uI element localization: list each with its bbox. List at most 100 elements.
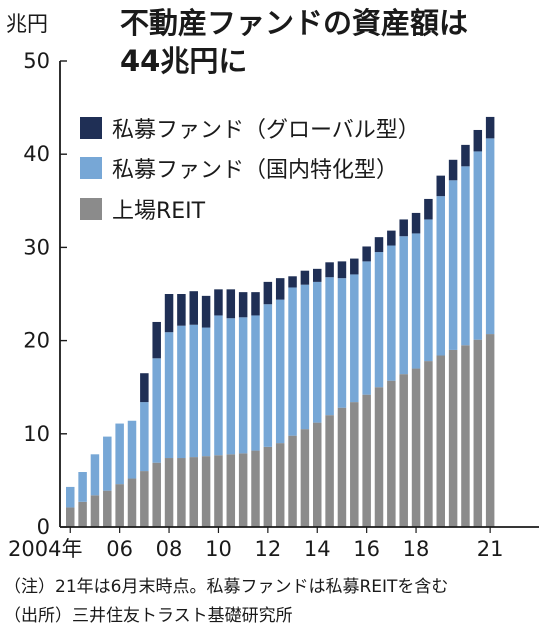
bar-2019H1-listed-reit xyxy=(436,355,445,527)
bar-2010H2-private-domestic xyxy=(226,318,236,455)
bar-2014H2-listed-reit xyxy=(325,415,334,527)
chart-title-line-2: 44兆円に xyxy=(120,44,247,78)
bar-2007H2-private-global xyxy=(152,321,161,359)
bar-2006H1-listed-reit xyxy=(115,484,124,527)
bar-2013H2-private-global xyxy=(300,270,310,285)
bar-2012H1-private-global xyxy=(263,281,273,305)
bar-2008H2-private-global xyxy=(177,294,186,326)
bar-2016H2-listed-reit xyxy=(374,387,384,527)
footnote-source: （出所）三井住友トラスト基礎研究所 xyxy=(4,606,293,626)
x-tick-label: 21 xyxy=(477,537,504,561)
legend-label: 上場REIT xyxy=(112,199,206,224)
bar-2013H2-private-domestic xyxy=(300,284,310,430)
bar-2015H1-listed-reit xyxy=(337,407,347,527)
x-tick-label: 08 xyxy=(156,537,183,561)
bar-2012H2-private-domestic xyxy=(275,299,285,444)
bar-2007H2-private-domestic xyxy=(152,358,161,463)
bar-2020H2-private-domestic xyxy=(473,151,483,340)
x-tick-label: 2004年 xyxy=(8,537,82,561)
bar-2008H1-private-domestic xyxy=(164,332,174,459)
bar-2018H2-private-global xyxy=(424,198,433,220)
x-tick-label: 10 xyxy=(205,537,232,561)
bar-2009H1-listed-reit xyxy=(189,457,198,527)
bar-2015H1-private-domestic xyxy=(337,278,347,408)
bar-2019H1-private-domestic xyxy=(436,196,445,356)
bar-2014H1-listed-reit xyxy=(313,422,322,527)
legend-swatch xyxy=(80,157,102,179)
bar-2010H1-private-global xyxy=(214,289,223,316)
bar-2013H1-listed-reit xyxy=(288,435,297,527)
y-tick-label: 10 xyxy=(23,422,50,446)
bar-2016H1-private-global xyxy=(362,246,371,262)
bar-2012H1-listed-reit xyxy=(263,446,273,527)
y-tick-label: 40 xyxy=(23,142,50,166)
bar-2011H1-private-global xyxy=(238,292,248,318)
bar-2013H1-private-domestic xyxy=(288,287,297,436)
bar-2012H2-private-global xyxy=(275,278,285,300)
bar-2016H1-private-domestic xyxy=(362,261,371,395)
bar-2015H2-private-global xyxy=(350,258,359,275)
bar-2005H1-private-domestic xyxy=(90,454,100,496)
bar-2021H1-private-domestic xyxy=(485,138,495,335)
y-tick-label: 50 xyxy=(23,49,50,73)
bar-2019H2-private-global xyxy=(448,159,458,181)
bar-2008H1-private-global xyxy=(164,294,174,333)
bar-2009H2-listed-reit xyxy=(201,456,211,527)
x-tick-label: 12 xyxy=(254,537,281,561)
bar-2007H1-listed-reit xyxy=(140,471,149,527)
bar-2008H1-listed-reit xyxy=(164,458,174,527)
x-tick-label: 06 xyxy=(106,537,133,561)
legend-swatch xyxy=(80,198,102,220)
bar-2014H2-private-domestic xyxy=(325,277,334,416)
x-tick-label: 14 xyxy=(304,537,331,561)
bar-2008H2-listed-reit xyxy=(177,458,186,527)
bar-2006H1-private-domestic xyxy=(115,423,124,485)
legend-label: 私募ファンド（国内特化型） xyxy=(112,158,398,183)
chart-title-line-1: 不動産ファンドの資産額は xyxy=(120,6,468,40)
bar-2020H2-listed-reit xyxy=(473,339,483,527)
bar-2015H1-private-global xyxy=(337,261,347,279)
bar-2021H1-listed-reit xyxy=(485,334,495,527)
bar-2009H1-private-global xyxy=(189,291,198,325)
bar-2011H1-listed-reit xyxy=(238,453,248,527)
bar-2017H2-private-domestic xyxy=(399,236,408,375)
bar-2019H2-private-domestic xyxy=(448,180,458,350)
footnote-note: （注）21年は6月末時点。私募ファンドは私募REITを含む xyxy=(4,577,448,597)
bar-2004H1-private-domestic xyxy=(66,486,75,508)
bar-2018H2-listed-reit xyxy=(424,361,433,527)
x-tick-label: 18 xyxy=(403,537,430,561)
bar-2020H1-private-domestic xyxy=(461,166,470,346)
bar-2007H2-listed-reit xyxy=(152,462,161,527)
bar-2016H2-private-domestic xyxy=(374,252,384,388)
bar-2017H1-private-domestic xyxy=(387,245,396,381)
bar-2011H2-private-domestic xyxy=(251,315,260,451)
bar-2017H2-listed-reit xyxy=(399,374,408,527)
bar-2005H2-listed-reit xyxy=(103,490,112,527)
bar-2011H2-private-global xyxy=(251,292,260,316)
y-tick-label: 0 xyxy=(37,515,50,539)
bar-2007H1-private-domestic xyxy=(140,402,149,472)
bar-2005H1-listed-reit xyxy=(90,495,100,527)
bar-2012H1-private-domestic xyxy=(263,304,273,447)
bar-2020H1-private-global xyxy=(461,144,470,167)
bar-2014H2-private-global xyxy=(325,262,334,278)
bar-2010H1-private-domestic xyxy=(214,315,223,456)
bar-2017H1-private-global xyxy=(387,230,396,246)
bar-2013H2-listed-reit xyxy=(300,429,310,527)
bar-2018H2-private-domestic xyxy=(424,219,433,362)
bar-2010H1-listed-reit xyxy=(214,455,223,527)
bar-2017H1-listed-reit xyxy=(387,380,396,527)
bar-2011H1-private-domestic xyxy=(238,317,248,454)
bar-2021H1-private-global xyxy=(485,116,495,139)
bar-2009H2-private-global xyxy=(201,295,211,328)
bar-2016H1-listed-reit xyxy=(362,394,371,527)
legend-swatch xyxy=(80,117,102,139)
bar-2006H2-private-domestic xyxy=(127,420,137,479)
bar-2020H1-listed-reit xyxy=(461,345,470,527)
bar-2005H2-private-domestic xyxy=(103,436,112,491)
bar-2017H2-private-global xyxy=(399,219,408,237)
bar-2019H1-private-global xyxy=(436,175,445,197)
bar-2004H2-private-domestic xyxy=(78,472,87,502)
bar-2013H1-private-global xyxy=(288,276,297,288)
